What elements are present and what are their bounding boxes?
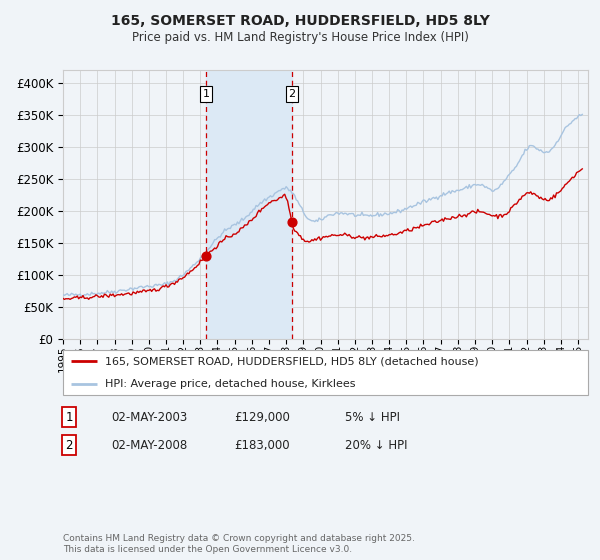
Text: 165, SOMERSET ROAD, HUDDERSFIELD, HD5 8LY (detached house): 165, SOMERSET ROAD, HUDDERSFIELD, HD5 8L… — [105, 356, 479, 366]
Text: 02-MAY-2008: 02-MAY-2008 — [111, 438, 187, 452]
Text: 1: 1 — [203, 89, 209, 99]
Text: 5% ↓ HPI: 5% ↓ HPI — [345, 410, 400, 424]
Text: 165, SOMERSET ROAD, HUDDERSFIELD, HD5 8LY: 165, SOMERSET ROAD, HUDDERSFIELD, HD5 8L… — [110, 14, 490, 28]
Text: 20% ↓ HPI: 20% ↓ HPI — [345, 438, 407, 452]
Point — [201, 252, 211, 261]
Text: £183,000: £183,000 — [234, 438, 290, 452]
Text: HPI: Average price, detached house, Kirklees: HPI: Average price, detached house, Kirk… — [105, 379, 355, 389]
Text: Contains HM Land Registry data © Crown copyright and database right 2025.
This d: Contains HM Land Registry data © Crown c… — [63, 534, 415, 554]
Point — [287, 217, 296, 226]
Text: £129,000: £129,000 — [234, 410, 290, 424]
Bar — [206, 70, 292, 339]
Text: Price paid vs. HM Land Registry's House Price Index (HPI): Price paid vs. HM Land Registry's House … — [131, 31, 469, 44]
Text: 2: 2 — [65, 438, 73, 452]
Text: 2: 2 — [289, 89, 295, 99]
FancyBboxPatch shape — [63, 350, 588, 395]
Text: 1: 1 — [65, 410, 73, 424]
Text: 02-MAY-2003: 02-MAY-2003 — [111, 410, 187, 424]
